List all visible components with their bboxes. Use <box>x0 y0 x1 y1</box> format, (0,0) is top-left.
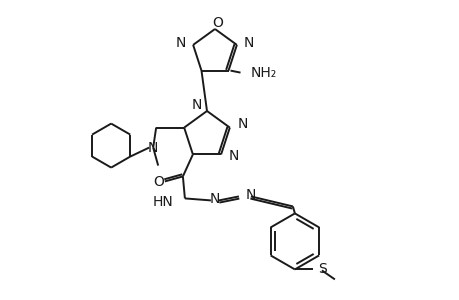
Text: O: O <box>212 16 223 30</box>
Text: HN: HN <box>152 195 173 209</box>
Text: O: O <box>153 176 164 189</box>
Text: N: N <box>243 36 254 50</box>
Text: N: N <box>237 117 248 130</box>
Text: N: N <box>229 149 239 164</box>
Text: S: S <box>317 262 326 276</box>
Text: N: N <box>175 36 186 50</box>
Text: N: N <box>246 188 256 203</box>
Text: NH₂: NH₂ <box>250 66 276 80</box>
Text: N: N <box>209 192 219 206</box>
Text: N: N <box>191 98 202 112</box>
Text: N: N <box>148 141 158 154</box>
